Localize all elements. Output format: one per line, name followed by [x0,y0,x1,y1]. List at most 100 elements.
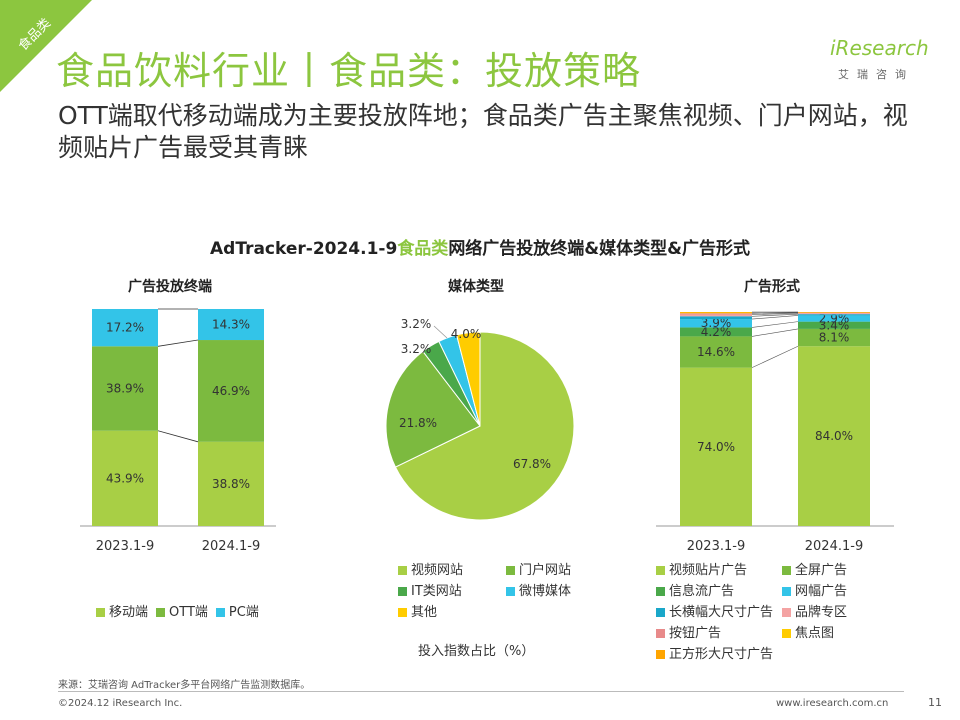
media-legend-item: 微博媒体 [506,580,614,601]
legend-swatch [656,650,665,659]
format-bar-segment [798,313,870,315]
footer-divider [58,691,904,692]
format-connector-line [751,321,799,328]
format-connector-line [751,345,799,368]
format-legend-item: 视频贴片广告 [656,559,782,580]
page-title: 食品饮料行业丨食品类：投放策略 [56,49,642,93]
format-bar-segment [680,319,752,328]
legend-label: 正方形大尺寸广告 [669,647,774,662]
format-legend-item: 焦点图 [782,622,908,643]
media-legend: 视频网站 门户网站 IT类网站 微博媒体其他 [398,559,618,622]
terminal-connector-line [157,339,199,347]
media-pie-slice [385,350,481,468]
copyright: ©2024.12 iResearch Inc. [58,698,183,709]
legend-swatch [656,608,665,617]
terminal-bar-label: 46.9% [212,384,250,398]
terminal-bar-segment [198,340,264,442]
terminal-legend-item: 移动端 [96,605,148,620]
legend-swatch [656,566,665,575]
terminal-legend: 移动端 OTT端 PC端 [96,601,267,620]
format-bar-segment [798,314,870,316]
legend-label: 按钮广告 [669,626,722,641]
media-legend-item: IT类网站 [398,580,506,601]
legend-swatch [215,608,225,617]
terminal-bar-label: 38.8% [212,477,250,491]
format-bar-segment [798,315,870,322]
format-bar-label: 84.0% [815,429,853,443]
legend-label: 长横幅大尺寸广告 [669,605,774,620]
format-bar-label: 74.0% [697,440,735,454]
format-bar-segment [680,312,752,313]
format-bar-segment [680,314,752,317]
terminal-category-label: 2024.1-9 [202,539,260,554]
format-bar-segment [680,336,752,368]
chart-title-prefix: AdTracker-2024.1-9 [210,239,398,259]
terminal-chart-title: 广告投放终端 [128,279,212,295]
media-legend-item: 其他 [398,601,506,622]
legend-swatch [398,587,407,596]
source-note: 来源：艾瑞咨询 AdTracker多平台网络广告监测数据库。 [58,680,311,691]
legend-label: PC端 [228,605,259,620]
legend-label: 微博媒体 [519,584,572,599]
terminal-bar-label: 17.2% [106,321,144,335]
terminal-bar-label: 14.3% [212,318,250,332]
format-connector-line [751,313,799,317]
legend-swatch [156,608,166,617]
legend-swatch [398,566,407,575]
terminal-legend-item: OTT端 [156,605,208,620]
format-legend-item: 全屏广告 [782,559,908,580]
media-slice-label: 3.2% [401,342,432,356]
terminal-bar-segment [198,309,264,341]
format-bar-segment [798,321,870,329]
page-number: 11 [928,696,942,709]
terminal-bar-label: 38.9% [106,382,144,396]
legend-swatch [656,629,665,638]
media-pie-slice [456,331,481,427]
legend-swatch [782,566,791,575]
format-bar-segment [798,312,870,313]
media-leader-line [433,325,448,339]
corner-tag-background [0,0,92,92]
site-url: www.iresearch.com.cn [776,698,889,709]
legend-label: OTT端 [169,605,208,620]
format-bar-label: 14.6% [697,345,735,359]
legend-label: 门户网站 [519,563,572,578]
format-bar-segment [680,367,752,526]
chart-title: AdTracker-2024.1-9食品类网络广告投放终端&媒体类型&广告形式 [0,234,960,259]
legend-swatch [96,608,105,617]
legend-label: 品牌专区 [795,605,848,620]
legend-label: 视频贴片广告 [669,563,748,578]
legend-label: 信息流广告 [669,584,735,599]
legend-swatch [656,587,665,596]
format-bar-segment [798,328,870,347]
terminal-connector-line [157,430,199,443]
legend-label: 网幅广告 [795,584,848,599]
legend-label: IT类网站 [411,584,462,599]
legend-label: 移动端 [109,605,149,620]
media-slice-label: 4.0% [451,327,482,341]
format-legend-item: 网幅广告 [782,580,908,601]
format-bar-segment [680,316,752,320]
legend-label: 焦点图 [795,626,835,641]
format-bar-segment [680,312,752,314]
chart-title-highlight: 食品类 [397,239,449,259]
legend-swatch [782,629,791,638]
format-connector-line [751,315,799,320]
format-legend: 视频贴片广告 全屏广告信息流广告 网幅广告长横幅大尺寸广告 品牌专区按钮广告 焦点图正方… [656,559,916,664]
media-slice-label: 21.8% [399,416,437,430]
format-bar-segment [680,327,752,337]
page-subtitle: OTT端取代移动端成为主要投放阵地；食品类广告主聚焦视频、门户网站，视频贴片广告… [58,101,908,162]
format-legend-item: 信息流广告 [656,580,782,601]
format-chart-title: 广告形式 [744,279,800,295]
media-legend-item: 门户网站 [506,559,614,580]
legend-swatch [782,608,791,617]
format-connector-line [751,328,799,337]
format-bar-segment [680,313,752,315]
media-legend-item: 视频网站 [398,559,506,580]
legend-label: 视频网站 [411,563,464,578]
logo-sub-text: 艾瑞咨询 [838,68,914,81]
media-chart-title: 媒体类型 [448,279,504,295]
format-legend-item: 按钮广告 [656,622,782,643]
legend-swatch [506,566,515,575]
